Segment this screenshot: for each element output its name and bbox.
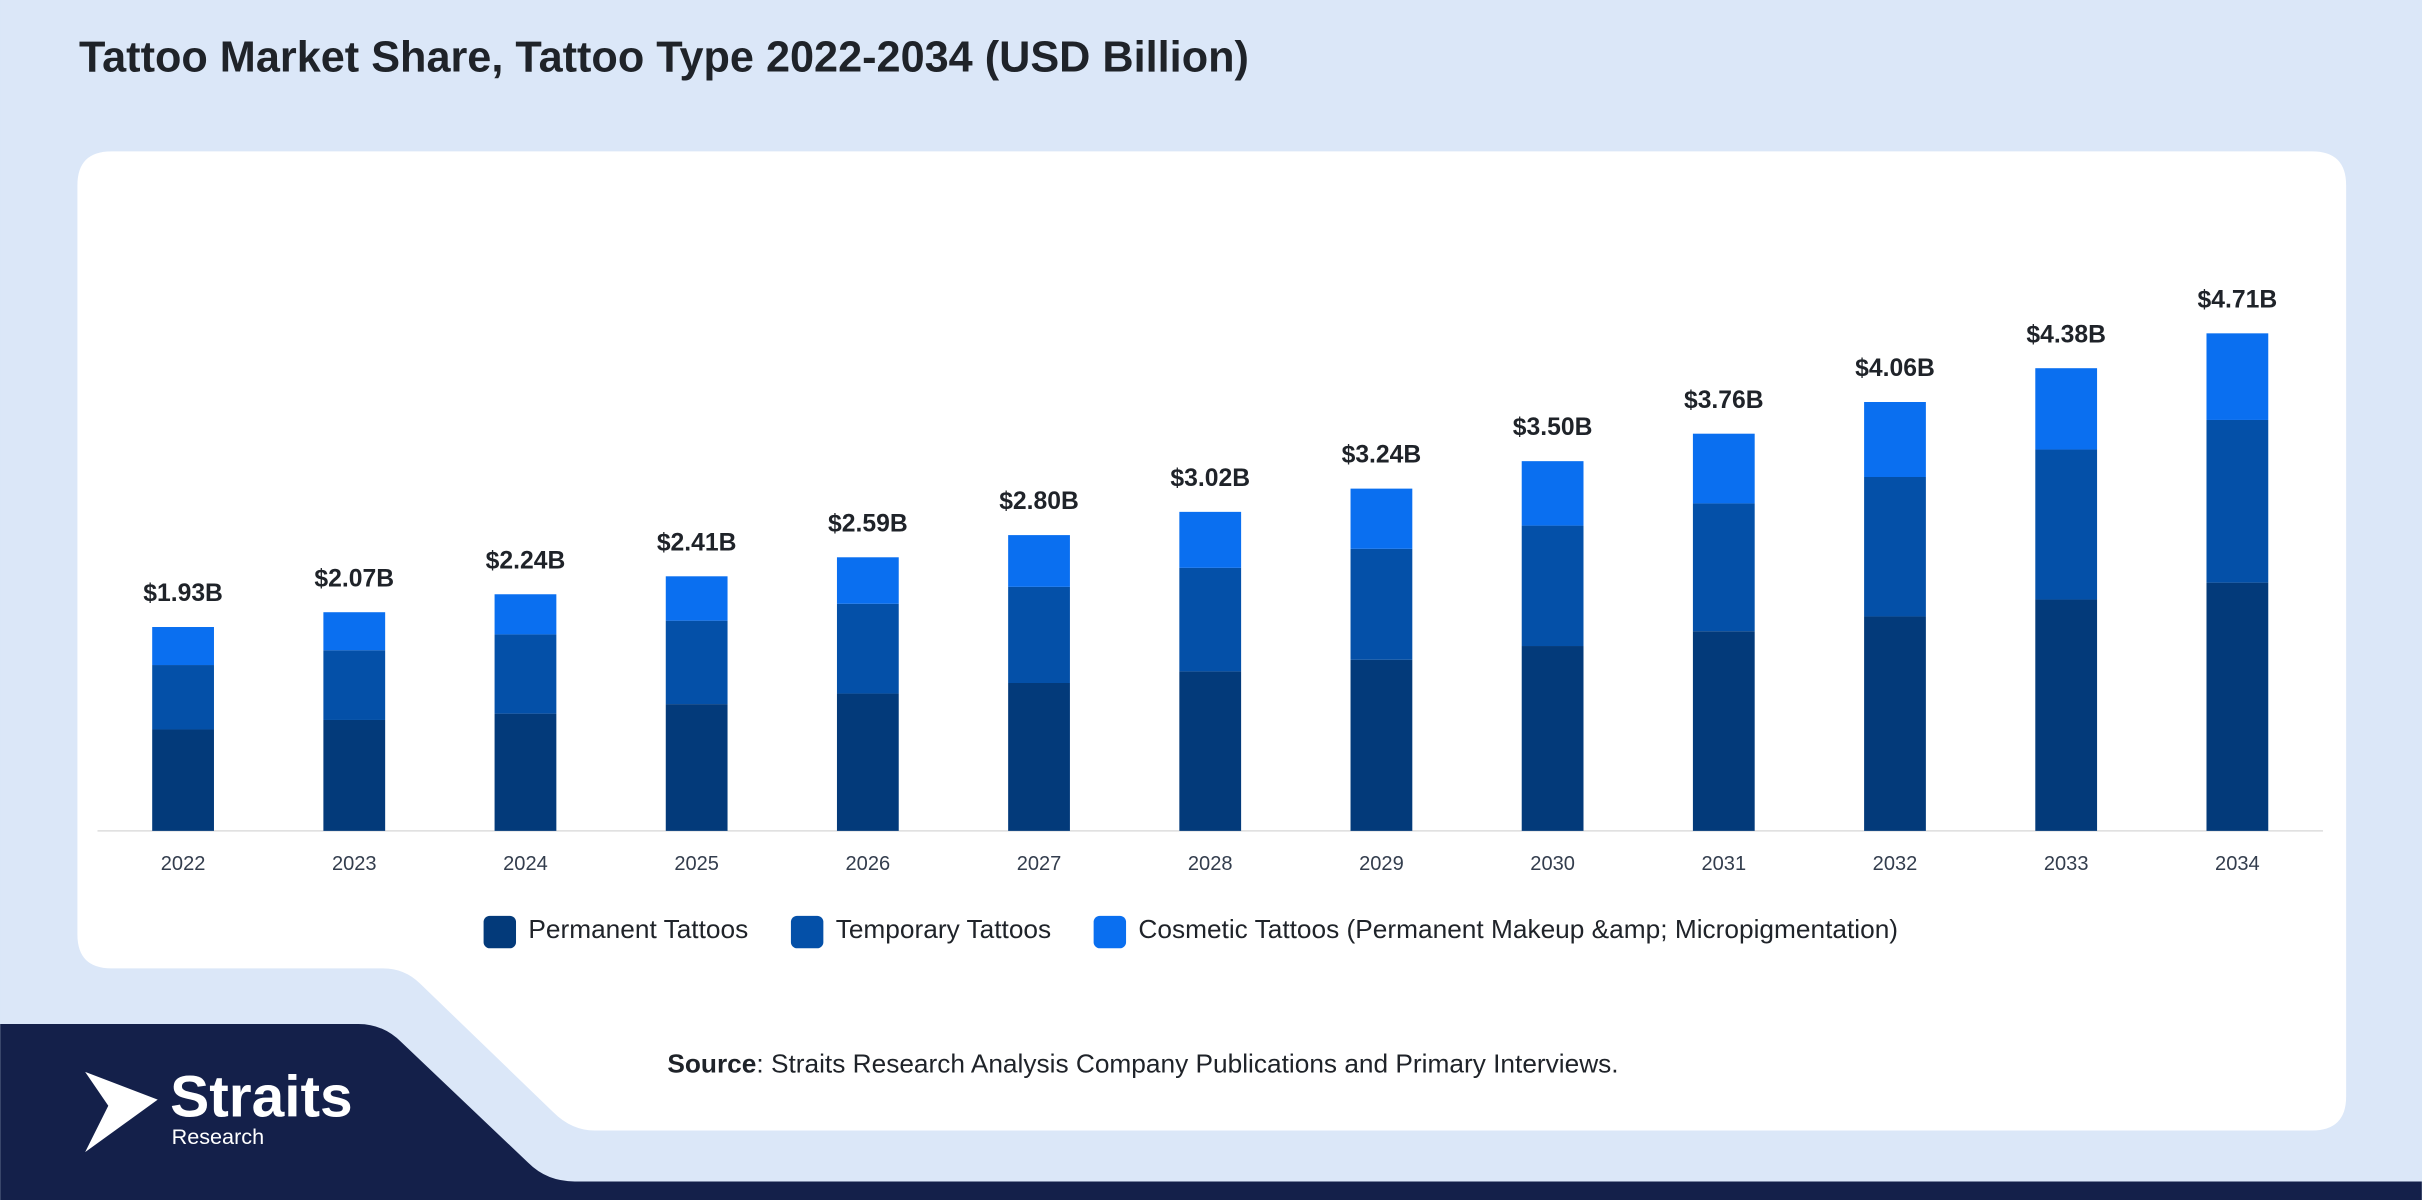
x-tick-label: 2029 <box>1359 853 1404 875</box>
x-tick-label: 2034 <box>2215 853 2260 875</box>
legend-swatch <box>483 915 517 949</box>
bar-segment <box>1350 548 1413 660</box>
bar-segment <box>1864 616 1926 831</box>
bar-segment <box>152 729 214 831</box>
bar-segment <box>2035 368 2098 450</box>
legend-label: Cosmetic Tattoos (Permanent Makeup &amp;… <box>1138 914 1898 944</box>
total-label: $2.59B <box>828 510 908 537</box>
total-label: $2.24B <box>486 547 566 574</box>
bar-segment <box>152 627 214 666</box>
bar-segment <box>2035 449 2098 600</box>
logo-name: Straits <box>170 1065 353 1130</box>
x-tick-label: 2033 <box>2044 853 2089 875</box>
total-label: $4.71B <box>2198 286 2278 313</box>
x-tick-label: 2032 <box>1873 853 1918 875</box>
source-text: : Straits Research Analysis Company Publ… <box>756 1049 1618 1079</box>
bar-segment <box>1864 402 1926 478</box>
logo-sub: Research <box>172 1124 264 1149</box>
x-tick-label: 2025 <box>674 853 719 875</box>
bar-segment <box>494 713 557 831</box>
bar-segment <box>2206 419 2269 583</box>
total-label: $4.38B <box>2026 321 2106 348</box>
total-label: $4.06B <box>1855 355 1935 382</box>
total-label: $2.80B <box>999 488 1079 515</box>
bar-segment <box>1692 631 1755 831</box>
x-tick-label: 2030 <box>1530 853 1575 875</box>
x-tick-label: 2027 <box>1017 853 1062 875</box>
bar-segment <box>836 557 899 604</box>
bar-segment <box>1521 646 1584 831</box>
x-tick-label: 2031 <box>1701 853 1746 875</box>
bar-segment <box>1350 488 1413 549</box>
bar-segment <box>1350 659 1413 831</box>
legend-label: Temporary Tattoos <box>836 914 1051 944</box>
bar-segment <box>836 693 899 831</box>
bar-segment <box>665 704 728 831</box>
logo-icon <box>85 1071 158 1153</box>
bar-segment <box>1521 525 1584 647</box>
footer-band <box>0 1023 2422 1200</box>
bar-segment <box>494 594 557 635</box>
bar-segment <box>1008 586 1070 683</box>
bar-segment <box>1179 567 1242 672</box>
bar-segment <box>1864 477 1926 617</box>
bar-segment <box>1521 461 1584 526</box>
legend-swatch <box>790 915 824 949</box>
total-label: $1.93B <box>143 580 223 607</box>
bar-segment <box>323 612 386 651</box>
legend-swatch <box>1093 915 1127 949</box>
bar-segment <box>2035 599 2098 831</box>
bar-segment <box>1008 682 1070 831</box>
total-label: $3.24B <box>1342 442 1422 469</box>
x-tick-label: 2022 <box>161 853 206 875</box>
bar-segment <box>323 650 386 720</box>
x-tick-label: 2026 <box>846 853 891 875</box>
bar-segment <box>494 634 557 714</box>
bar-segment <box>2206 582 2269 831</box>
total-label: $3.02B <box>1170 465 1250 492</box>
bar-segment <box>2206 333 2269 420</box>
total-label: $3.50B <box>1513 414 1593 441</box>
bar-segment <box>1692 503 1755 632</box>
bar-segment <box>1179 511 1242 568</box>
bar-segment <box>152 665 214 730</box>
source-note: Source: Straits Research Analysis Compan… <box>667 1049 1618 1079</box>
bar-segment <box>1692 433 1755 504</box>
bar-segment <box>665 620 728 705</box>
legend-label: Permanent Tattoos <box>528 914 748 944</box>
total-label: $2.41B <box>657 529 737 556</box>
chart-title: Tattoo Market Share, Tattoo Type 2022-20… <box>79 34 1249 82</box>
bar-segment <box>1179 671 1242 831</box>
x-tick-label: 2028 <box>1188 853 1233 875</box>
total-label: $3.76B <box>1684 387 1764 414</box>
source-label: Source <box>667 1049 756 1079</box>
bar-segment <box>1008 535 1070 587</box>
x-tick-label: 2024 <box>503 853 548 875</box>
bar-segment <box>665 576 728 621</box>
total-label: $2.07B <box>314 565 394 592</box>
bar-segment <box>323 719 386 831</box>
bar-segment <box>836 603 899 694</box>
x-tick-label: 2023 <box>332 853 377 875</box>
